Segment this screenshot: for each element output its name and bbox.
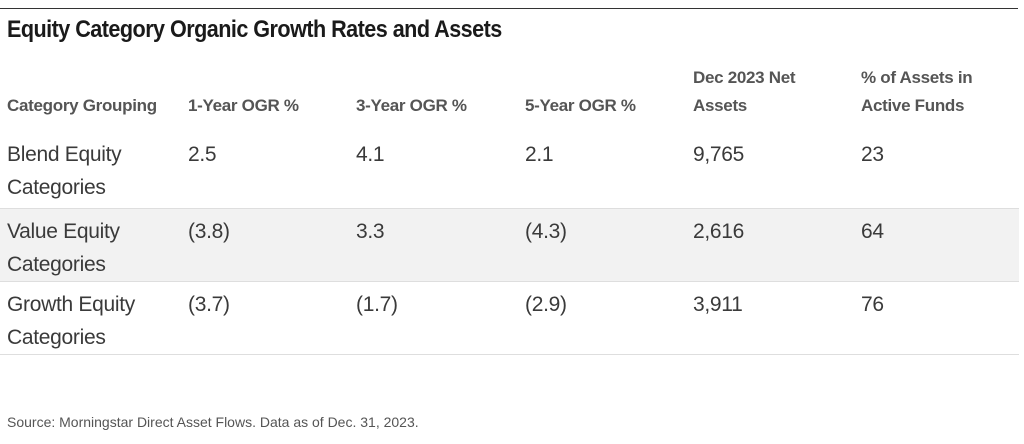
three-year-ogr-cell: 4.1 xyxy=(356,143,385,166)
one-year-ogr-cell: 2.5 xyxy=(188,143,217,166)
column-header-5-year-ogr: 5-Year OGR % xyxy=(525,96,636,115)
source-note: Source: Morningstar Direct Asset Flows. … xyxy=(7,414,419,430)
column-header-1-year-ogr: 1-Year OGR % xyxy=(188,96,299,115)
table-row: Growth Equity Categories (3.7) (1.7) (2.… xyxy=(0,280,1019,355)
five-year-ogr-cell: (4.3) xyxy=(518,207,686,281)
column-header-category-grouping: Category Grouping xyxy=(7,96,157,115)
one-year-ogr-cell: (3.8) xyxy=(181,207,349,281)
five-year-ogr-cell: (2.9) xyxy=(518,280,686,355)
table-row: Value Equity Categories (3.8) 3.3 (4.3) … xyxy=(0,207,1019,281)
net-assets-cell: 2,616 xyxy=(686,207,854,281)
column-header-3-year-ogr: 3-Year OGR % xyxy=(356,96,467,115)
five-year-ogr-cell: 2.1 xyxy=(525,143,554,166)
category-cell: Growth Equity Categories xyxy=(0,280,181,355)
net-assets-cell: 9,765 xyxy=(693,143,745,166)
active-funds-pct-cell: 23 xyxy=(861,143,884,166)
active-funds-pct-cell: 64 xyxy=(854,207,1019,281)
category-cell: Value Equity Categories xyxy=(0,207,181,281)
column-header-net-assets: Dec 2023 Net Assets xyxy=(693,68,796,115)
column-header-active-funds-pct: % of Assets in Active Funds xyxy=(861,68,973,115)
header-row: Category Grouping 1-Year OGR % 3-Year OG… xyxy=(0,64,1019,128)
net-assets-cell: 3,911 xyxy=(686,280,854,355)
active-funds-pct-cell: 76 xyxy=(854,280,1019,355)
table-row: Blend Equity Categories 2.5 4.1 2.1 9,76… xyxy=(0,128,1019,208)
three-year-ogr-cell: (1.7) xyxy=(349,280,518,355)
top-rule xyxy=(0,8,1018,9)
category-cell: Blend Equity Categories xyxy=(7,143,122,199)
one-year-ogr-cell: (3.7) xyxy=(181,280,349,355)
table-title: Equity Category Organic Growth Rates and… xyxy=(7,16,502,43)
data-table: Category Grouping 1-Year OGR % 3-Year OG… xyxy=(0,64,1019,355)
three-year-ogr-cell: 3.3 xyxy=(349,207,518,281)
